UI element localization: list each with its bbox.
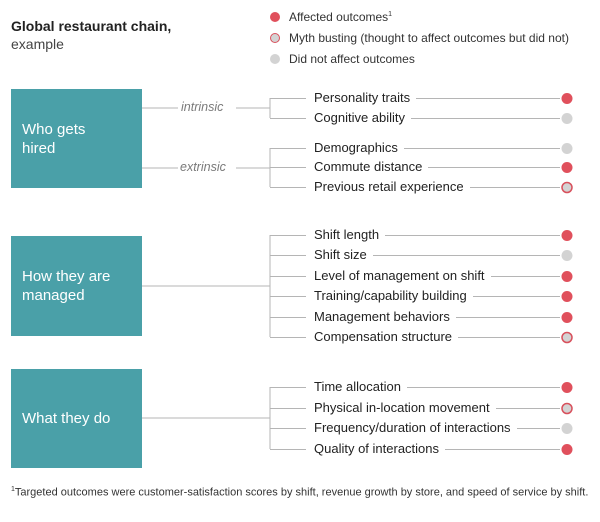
group-who-gets-hired: Who gets hired <box>11 89 142 188</box>
myth-dot-icon <box>270 33 280 43</box>
item-time-allocation: Time allocation <box>314 379 401 394</box>
affected-dot-icon <box>270 12 280 22</box>
item-commute-distance: Commute distance <box>314 159 423 174</box>
title: Global restaurant chain, <box>11 18 172 34</box>
status-dot-none <box>561 113 573 124</box>
item-personality-traits: Personality traits <box>314 90 411 105</box>
status-dot-none <box>561 143 573 154</box>
status-dot-affected <box>561 162 573 173</box>
status-dot-affected <box>561 312 573 323</box>
subgroup-label-intrinsic: intrinsic <box>181 100 224 114</box>
group-how-they-are-managed: How they are managed <box>11 236 142 336</box>
status-dot-affected <box>561 93 573 104</box>
group-label-line: hired <box>22 139 56 157</box>
status-dot-myth <box>561 181 573 194</box>
none-dot-icon <box>270 54 280 64</box>
legend-item-none: Did not affect outcomes <box>270 51 415 67</box>
legend-item-myth: Myth busting (thought to affect outcomes… <box>270 30 569 46</box>
item-cognitive-ability: Cognitive ability <box>314 110 406 125</box>
subgroup-label-extrinsic: extrinsic <box>180 160 226 174</box>
footnote: 1Targeted outcomes were customer-satisfa… <box>11 482 596 501</box>
group-label-line: What they do <box>22 410 111 427</box>
status-dot-affected <box>561 291 573 302</box>
footnote-text: Targeted outcomes were customer-satisfac… <box>14 486 589 499</box>
status-dot-affected <box>561 382 573 393</box>
item-training-capability: Training/capability building <box>314 288 467 303</box>
footnote-marker: 1 <box>11 486 15 493</box>
item-shift-size: Shift size <box>314 247 367 262</box>
group-label-line: How they are <box>22 268 111 285</box>
status-dot-affected <box>561 230 573 241</box>
legend-label: Affected outcomes1 <box>289 10 393 24</box>
item-shift-length: Shift length <box>314 227 380 242</box>
status-dot-affected <box>561 271 573 282</box>
item-demographics: Demographics <box>314 140 398 155</box>
status-dot-none <box>561 423 573 434</box>
group-what-they-do: What they do <box>11 369 142 468</box>
item-frequency-duration: Frequency/duration of interactions <box>314 420 511 435</box>
status-dot-none <box>561 250 573 261</box>
item-quality-of-interactions: Quality of interactions <box>314 441 440 456</box>
status-dot-affected <box>561 444 573 455</box>
status-dot-myth <box>561 331 573 344</box>
item-compensation-structure: Compensation structure <box>314 329 453 344</box>
status-dot-myth <box>561 402 573 415</box>
item-physical-movement: Physical in-location movement <box>314 400 490 415</box>
item-previous-retail-experience: Previous retail experience <box>314 179 464 194</box>
subtitle: example <box>11 36 64 52</box>
group-label-line: managed <box>22 287 85 304</box>
legend-item-affected: Affected outcomes1 <box>270 9 392 25</box>
item-level-of-management: Level of management on shift <box>314 268 485 283</box>
group-label-line: Who gets <box>22 120 86 138</box>
legend-label: Did not affect outcomes <box>289 52 415 66</box>
legend-label: Myth busting (thought to affect outcomes… <box>289 31 569 45</box>
item-management-behaviors: Management behaviors <box>314 309 450 324</box>
